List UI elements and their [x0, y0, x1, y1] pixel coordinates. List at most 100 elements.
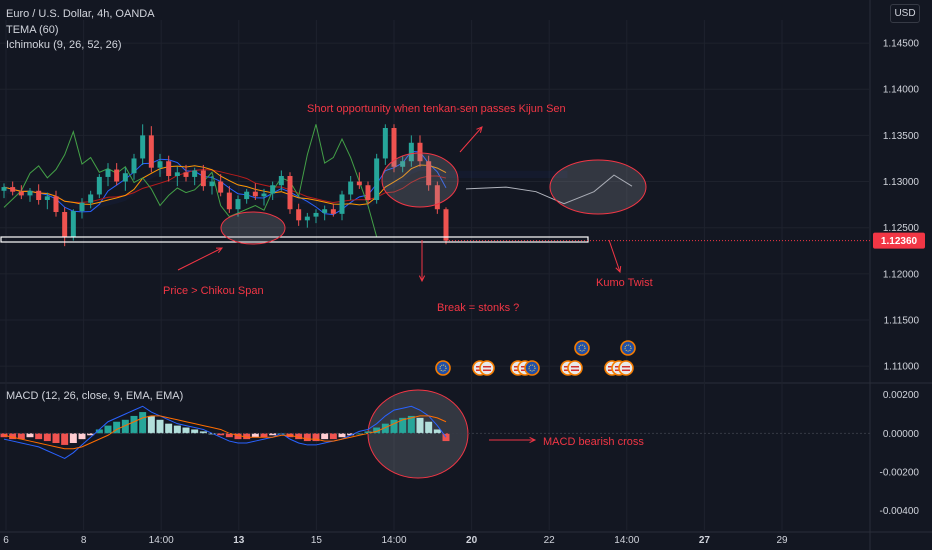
eu-stars-icon: [528, 364, 536, 372]
macd-histogram-bar: [217, 433, 225, 436]
macd-line: [3, 405, 447, 460]
candle-body: [434, 185, 440, 210]
macd-tick-label: -0.00400: [880, 506, 920, 517]
time-tick-label: 6: [3, 535, 9, 546]
candle-body: [166, 161, 172, 176]
macd-histogram-bar: [225, 433, 233, 438]
last-price-tag: [873, 232, 925, 249]
time-tick-label: 13: [233, 535, 245, 546]
macd-tick-label: -0.00200: [880, 468, 920, 479]
candle-body: [365, 185, 371, 200]
eu-event-icon: [620, 340, 636, 356]
candle-body: [400, 161, 406, 167]
macd-histogram-bar: [295, 433, 303, 440]
eu-event-icon: [435, 360, 451, 376]
candle-body: [270, 185, 276, 194]
macd-histogram-bar: [303, 433, 311, 442]
candle-body: [313, 212, 319, 217]
us-flag-stripe-icon: [571, 366, 579, 368]
macd-histogram-bar: [43, 433, 51, 442]
macd-histogram-bar: [321, 433, 329, 440]
tema-legend[interactable]: TEMA (60): [6, 24, 59, 36]
kumo-cloud: [4, 163, 568, 211]
candle-body: [148, 135, 154, 168]
macd-histogram-bar: [147, 415, 155, 434]
macd-cross-annotation: MACD bearish cross: [543, 436, 644, 448]
ichimoku-legend[interactable]: Ichimoku (9, 26, 52, 26): [6, 39, 122, 51]
price-tick-label: 1.12500: [883, 223, 920, 234]
macd-histogram-bar: [260, 433, 268, 438]
candle-body: [339, 194, 345, 214]
us-event-icon: [479, 360, 495, 376]
macd-histogram-bar: [17, 433, 25, 440]
price-tick-label: 1.13000: [883, 177, 920, 188]
macd-histogram-bar: [251, 433, 259, 438]
macd-legend[interactable]: MACD (12, 26, close, 9, EMA, EMA): [6, 390, 184, 402]
price-tick-label: 1.14500: [883, 39, 920, 50]
candle-body: [53, 196, 59, 212]
macd-histogram-bar: [269, 433, 277, 436]
macd-histogram-bar: [338, 433, 346, 438]
macd-histogram-bar: [121, 419, 129, 434]
candle-body: [296, 209, 302, 221]
candle-body: [105, 169, 111, 177]
currency-button[interactable]: USD: [890, 4, 920, 23]
candle-body: [27, 190, 33, 196]
macd-histogram-bar: [139, 412, 147, 434]
kijun-sen-line: [3, 169, 447, 204]
time-tick-label: 14:00: [614, 535, 639, 546]
support-rectangle: [0, 236, 589, 243]
time-tick-label: 29: [776, 535, 788, 546]
candle-body: [183, 172, 189, 177]
macd-histogram-bar: [355, 433, 363, 435]
candle-body: [226, 192, 232, 210]
candle-body: [348, 181, 354, 195]
macd-histogram-bar: [243, 433, 251, 440]
us-event-icon: [618, 360, 634, 376]
macd-histogram-bar: [182, 427, 190, 434]
candle-body: [382, 128, 388, 159]
candle-body: [174, 172, 180, 176]
eu-stars-icon: [439, 364, 447, 372]
macd-histogram-bar: [364, 431, 372, 434]
macd-histogram-bar: [347, 433, 355, 436]
price-tick-label: 1.12000: [883, 269, 920, 280]
candle-body: [261, 193, 267, 197]
candle-body: [218, 181, 224, 193]
symbol-title[interactable]: Euro / U.S. Dollar, 4h, OANDA: [6, 8, 155, 20]
tema-line: [3, 164, 447, 206]
candle-body: [426, 161, 432, 186]
candle-body: [278, 176, 284, 186]
macd-tick-label: 0.00200: [883, 390, 920, 401]
candle-body: [322, 209, 328, 213]
macd-histogram-bar: [26, 433, 34, 438]
candle-body: [244, 191, 250, 200]
macd-cross-arrow-head: [529, 436, 537, 444]
candle-body: [157, 161, 163, 168]
senkou-span-line: [465, 174, 633, 205]
macd-histogram-bar: [52, 433, 60, 443]
macd-histogram-bar: [173, 425, 181, 434]
candle-body: [391, 128, 397, 167]
macd-histogram-bar: [399, 417, 407, 434]
tenkan-sen-line: [3, 150, 447, 216]
candle-body: [62, 212, 68, 237]
candle-body: [122, 173, 128, 182]
time-tick-label: 20: [466, 535, 478, 546]
eu-stars-icon: [578, 344, 586, 352]
time-tick-label: 14:00: [381, 535, 406, 546]
candle-body: [10, 187, 16, 192]
candle-body: [114, 169, 120, 182]
macd-histogram-bar: [407, 415, 415, 434]
candle-body: [330, 209, 336, 214]
kumo-twist-ellipse: [549, 159, 647, 215]
macd-histogram-bar: [156, 419, 164, 434]
chikou-span-line: [3, 124, 378, 238]
candle-body: [96, 176, 102, 195]
macd-histogram-bar: [329, 433, 337, 440]
chikou-arrow-head: [215, 247, 224, 254]
macd-histogram-bar: [35, 433, 43, 440]
macd-histogram-bar: [416, 417, 424, 434]
macd-histogram-bar: [234, 433, 242, 440]
